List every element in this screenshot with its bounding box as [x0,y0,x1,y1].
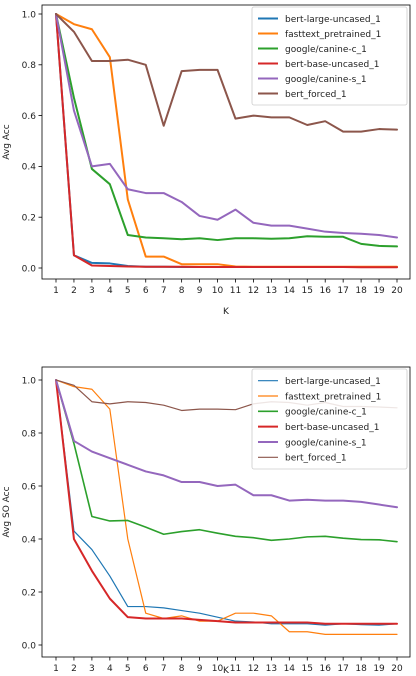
x-tick-label: 7 [161,286,167,296]
x-axis-label: K [223,307,230,317]
legend-label: bert-large-uncased_1 [285,15,381,25]
legend-label: google/canine-s_1 [285,75,367,85]
x-tick-label: 8 [179,664,185,674]
x-tick-label: 12 [248,664,259,674]
legend-label: fasttext_pretrained_1 [285,30,381,40]
x-tick-label: 5 [125,286,131,296]
x-tick-label: 10 [212,286,224,296]
series-line [55,379,398,543]
legend-label: bert-base-uncased_1 [285,423,379,433]
legend-label: google/canine-c_1 [285,45,367,55]
series-line [55,13,398,248]
x-tick-label: 19 [373,286,385,296]
y-axis-label: Avg SO Acc [2,486,12,537]
x-tick-label: 9 [197,664,203,674]
x-tick-label: 18 [355,286,367,296]
x-tick-label: 8 [179,286,185,296]
x-tick-label: 1 [53,664,59,674]
x-tick-label: 16 [319,286,331,296]
y-tick-label: 0.6 [22,112,37,122]
x-tick-label: 2 [71,286,77,296]
x-tick-label: 16 [319,664,331,674]
x-tick-label: 1 [53,286,59,296]
x-tick-label: 11 [230,286,241,296]
chart-bottom-avg-so-acc: 1 2 3 4 5 6 7 8 9 10 11 12 13 14 15 16 17 18 19 200.00.20.4… [2,366,411,676]
x-tick-label: 14 [284,286,296,296]
x-tick-label: 6 [143,664,149,674]
legend-label: bert_forced_1 [285,454,347,464]
y-tick-label: 0.4 [22,163,37,173]
x-tick-label: 4 [107,286,113,296]
y-tick-label: 0.8 [22,61,37,71]
x-tick-label: 3 [89,664,95,674]
series-line [55,13,398,269]
legend-label: bert_forced_1 [285,90,347,100]
legend-label: fasttext_pretrained_1 [285,392,381,402]
y-tick-label: 0.0 [22,641,37,651]
series-line [55,379,398,625]
axes-frame [41,366,411,658]
y-tick-label: 0.0 [22,264,37,274]
x-tick-label: 17 [337,286,348,296]
x-tick-label: 19 [373,664,385,674]
x-tick-label: 5 [125,664,131,674]
legend-box [251,6,408,106]
y-axis-label: Avg Acc [2,124,12,159]
x-axis-label: K [223,666,230,676]
x-tick-label: 18 [355,664,367,674]
chart-top-avg-acc: 1 2 3 4 5 6 7 8 9 10 11 12 13 14 15 16 17 18 19 200.00.20.4… [2,4,411,317]
x-tick-label: 14 [284,664,296,674]
x-tick-label: 3 [89,286,95,296]
x-tick-label: 15 [302,664,313,674]
y-tick-label: 0.2 [22,214,36,224]
x-tick-label: 9 [197,286,203,296]
series-line [55,379,398,509]
x-tick-label: 11 [230,664,241,674]
x-tick-label: 6 [143,286,149,296]
legend-label: google/canine-s_1 [285,438,367,448]
x-tick-label: 10 [212,664,224,674]
y-tick-label: 0.8 [22,429,37,439]
legend-label: google/canine-c_1 [285,408,367,418]
legend-label: bert-large-uncased_1 [285,377,381,387]
x-tick-label: 2 [71,664,77,674]
x-tick-label: 13 [266,286,277,296]
x-tick-label: 7 [161,664,167,674]
x-tick-label: 4 [107,664,113,674]
x-tick-label: 13 [266,664,277,674]
x-tick-label: 12 [248,286,259,296]
x-tick-label: 17 [337,664,348,674]
legend-label: bert-base-uncased_1 [285,60,379,70]
axes-frame [41,4,411,280]
legend-box [251,368,408,470]
x-tick-label: 20 [391,664,403,674]
y-tick-label: 1.0 [22,10,37,20]
x-tick-label: 15 [302,286,313,296]
y-tick-label: 0.6 [22,482,37,492]
series-line [55,379,398,636]
x-tick-label: 20 [391,286,403,296]
series-line [55,13,398,239]
y-tick-label: 0.2 [22,588,36,598]
y-tick-label: 0.4 [22,535,37,545]
y-tick-label: 1.0 [22,376,37,386]
series-line [55,13,398,133]
